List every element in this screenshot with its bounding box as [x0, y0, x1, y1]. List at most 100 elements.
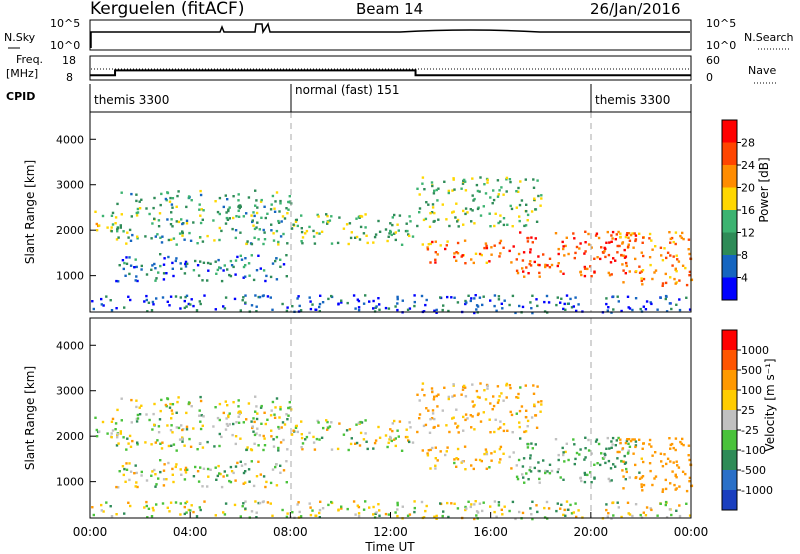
echo-cell: [311, 303, 314, 306]
echo-cell: [527, 272, 530, 275]
echo-cell: [572, 511, 575, 514]
echo-cell: [537, 461, 540, 464]
echo-cell: [296, 503, 299, 506]
echo-cell: [601, 457, 605, 460]
colorbar-tick-label: -500: [741, 464, 766, 477]
echo-cell: [579, 476, 582, 479]
echo-cell: [629, 439, 633, 443]
echo-cell: [529, 507, 532, 510]
echo-cell: [674, 488, 677, 491]
echo-cell: [167, 444, 171, 448]
echo-cell: [159, 236, 162, 239]
echo-cell: [151, 506, 155, 510]
echo-cell: [214, 308, 217, 311]
echo-cell: [202, 209, 205, 212]
echo-cell: [170, 424, 173, 427]
echo-cell: [433, 425, 436, 429]
echo-cell: [524, 178, 527, 181]
echo-cell: [349, 236, 353, 240]
colorbar-tick-label: 500: [741, 364, 762, 377]
echo-cell: [285, 207, 288, 210]
echo-cell: [162, 272, 166, 275]
echo-cell: [157, 271, 160, 274]
echo-cell: [445, 450, 448, 453]
echo-cell: [538, 469, 541, 473]
echo-cell: [446, 240, 449, 243]
echo-cell: [156, 439, 159, 442]
echo-cell: [499, 445, 503, 449]
echo-cell: [309, 506, 312, 509]
echo-cell: [418, 413, 422, 416]
echo-cell: [611, 230, 615, 234]
echo-cell: [393, 213, 396, 217]
echo-cell: [519, 231, 522, 234]
echo-cell: [358, 238, 362, 241]
echo-cell: [135, 214, 139, 217]
echo-cell: [631, 514, 634, 518]
echo-cell: [279, 441, 283, 444]
echo-cell: [409, 220, 412, 223]
echo-cell: [218, 238, 221, 242]
echo-cell: [251, 425, 254, 428]
echo-cell: [145, 413, 148, 416]
echo-cell: [275, 257, 278, 260]
echo-cell: [115, 279, 118, 283]
echo-cell: [548, 266, 552, 269]
echo-cell: [135, 420, 139, 423]
echo-cell: [669, 241, 672, 244]
echo-cell: [397, 229, 400, 232]
echo-cell: [170, 417, 173, 420]
echo-cell: [287, 414, 290, 417]
echo-cell: [542, 459, 545, 462]
echo-cell: [189, 509, 192, 512]
echo-cell: [642, 236, 645, 239]
echo-cell: [121, 465, 125, 468]
echo-cell: [521, 259, 525, 262]
echo-cell: [318, 232, 321, 235]
echo-cell: [608, 480, 612, 483]
echo-cell: [271, 194, 275, 198]
echo-cell: [425, 201, 428, 204]
echo-cell: [359, 225, 363, 229]
echo-cell: [496, 179, 500, 182]
time-axis-label: Time UT: [364, 540, 415, 554]
echo-cell: [429, 242, 432, 246]
echo-cell: [446, 446, 449, 449]
echo-cell: [152, 412, 155, 416]
echo-cell: [670, 307, 673, 311]
echo-cell: [413, 506, 416, 510]
echo-cell: [239, 231, 242, 234]
echo-cell: [508, 509, 511, 513]
echo-cell: [404, 435, 408, 439]
echo-cell: [447, 397, 450, 401]
colorbar-tick-label: 8: [741, 249, 748, 262]
echo-cell: [436, 253, 439, 256]
echo-cell: [253, 442, 256, 445]
echo-cell: [190, 405, 193, 408]
echo-cell: [573, 462, 576, 466]
echo-cell: [518, 510, 521, 514]
echo-cell: [277, 446, 280, 450]
echo-cell: [456, 218, 460, 222]
echo-cell: [110, 432, 113, 435]
echo-cell: [135, 199, 138, 203]
echo-cell: [357, 512, 361, 515]
echo-cell: [242, 296, 245, 299]
echo-cell: [610, 311, 613, 314]
echo-cell: [159, 459, 162, 462]
echo-cell: [251, 220, 254, 224]
echo-cell: [297, 501, 300, 504]
echo-cell: [435, 517, 438, 520]
echo-cell: [254, 294, 257, 297]
echo-cell: [422, 516, 426, 519]
echo-cell: [606, 436, 609, 440]
echo-cell: [109, 505, 112, 508]
echo-cell: [574, 251, 577, 255]
echo-cell: [416, 224, 419, 228]
echo-cell: [244, 294, 247, 297]
echo-cell: [678, 298, 681, 301]
echo-cell: [254, 204, 257, 207]
echo-cell: [213, 445, 216, 448]
echo-cell: [327, 503, 330, 507]
colorbar-swatch: [722, 350, 737, 370]
